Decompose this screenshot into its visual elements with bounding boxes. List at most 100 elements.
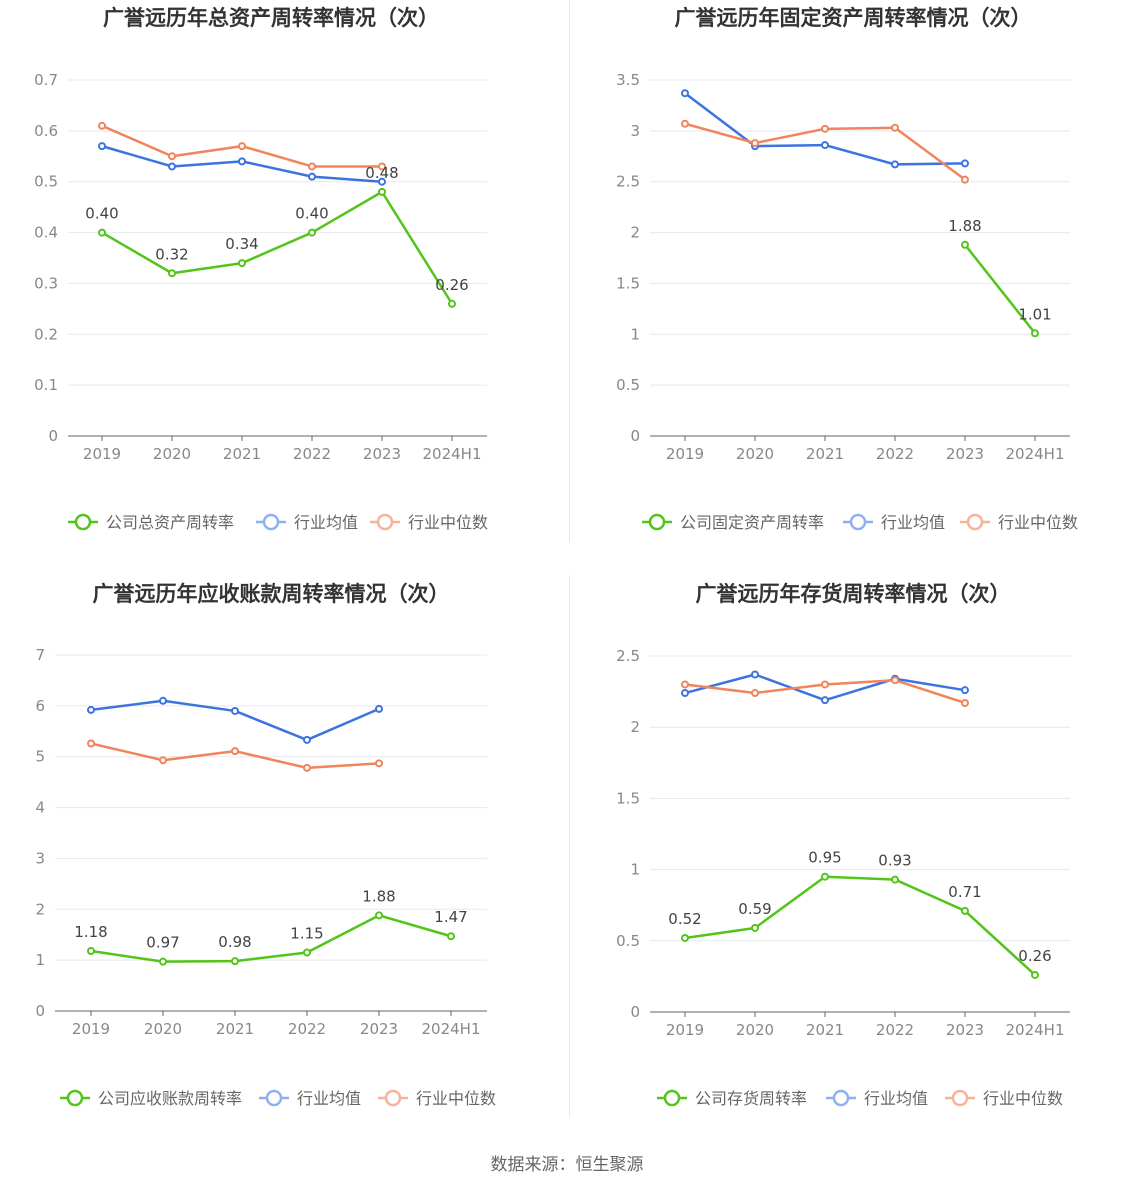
y-tick-label: 1.5 bbox=[616, 274, 640, 292]
data-point-industry-average bbox=[961, 159, 969, 168]
y-tick-label: 7 bbox=[35, 646, 45, 664]
data-point-company bbox=[891, 875, 899, 884]
data-label: 0.59 bbox=[738, 900, 771, 918]
data-point-company bbox=[308, 228, 316, 237]
data-label: 0.26 bbox=[1018, 947, 1051, 965]
y-tick-label: 0 bbox=[35, 1002, 45, 1020]
data-point-industry-average bbox=[168, 162, 176, 171]
chart-total-asset-turnover: 广誉远历年总资产周转率情况（次） 0 0.1 0.2 0.3 0.4 0.5 0.6 0.7 20… bbox=[0, 0, 567, 576]
y-tick-label: 2 bbox=[630, 718, 640, 736]
data-label: 0.98 bbox=[218, 933, 251, 951]
chart-title: 广誉远历年存货周转率情况（次） bbox=[696, 582, 1011, 606]
data-label: 1.88 bbox=[948, 217, 981, 235]
series-line-industry-average bbox=[90, 699, 380, 742]
data-point-company bbox=[1031, 329, 1039, 338]
data-point-industry-median bbox=[308, 162, 316, 171]
data-source: 数据来源：恒生聚源 bbox=[490, 1155, 644, 1175]
legend-company-label: 公司应收账款周转率 bbox=[98, 1089, 242, 1108]
y-tick-label: 0 bbox=[630, 427, 640, 445]
data-point-industry-average bbox=[308, 172, 316, 181]
data-point-industry-median bbox=[961, 698, 969, 707]
data-label: 0.40 bbox=[85, 205, 118, 223]
x-tick-label: 2019 bbox=[666, 1021, 704, 1039]
series-line-company bbox=[964, 244, 1036, 335]
y-tick-label: 3 bbox=[630, 122, 640, 140]
y-tick-label: 1 bbox=[630, 325, 640, 343]
x-tick-label: 2022 bbox=[288, 1020, 326, 1038]
legend-company-label: 公司总资产周转率 bbox=[106, 513, 234, 532]
data-label: 0.93 bbox=[878, 852, 911, 870]
data-point-industry-average bbox=[681, 89, 689, 98]
data-point-company bbox=[961, 240, 969, 249]
data-point-company bbox=[303, 948, 311, 957]
x-tick-label: 2020 bbox=[153, 445, 191, 463]
data-label: 0.26 bbox=[435, 276, 468, 294]
legend-company-marker bbox=[648, 513, 666, 531]
chart-title: 广誉远历年应收账款周转率情况（次） bbox=[93, 582, 450, 606]
data-label: 1.88 bbox=[362, 887, 395, 905]
y-tick-label: 0.7 bbox=[34, 71, 58, 89]
legend-industry-average-marker bbox=[265, 1089, 283, 1107]
data-point-industry-median bbox=[238, 142, 246, 151]
data-point-company bbox=[159, 957, 167, 966]
legend-industry-median-marker bbox=[951, 1089, 969, 1107]
y-tick-label: 2 bbox=[630, 224, 640, 242]
x-tick-label: 2022 bbox=[293, 445, 331, 463]
legend-company-marker bbox=[663, 1089, 681, 1107]
data-label: 0.34 bbox=[225, 235, 258, 253]
data-point-industry-average bbox=[303, 735, 311, 744]
legend-industry-average-label: 行业均值 bbox=[294, 513, 358, 532]
data-label: 0.40 bbox=[295, 205, 328, 223]
data-point-industry-average bbox=[375, 704, 383, 713]
data-point-company bbox=[821, 872, 829, 881]
chart-title: 广誉远历年固定资产周转率情况（次） bbox=[675, 6, 1032, 30]
data-label: 0.48 bbox=[365, 164, 398, 182]
y-tick-label: 5 bbox=[35, 748, 45, 766]
data-point-company bbox=[1031, 970, 1039, 979]
x-tick-label: 2021 bbox=[216, 1020, 254, 1038]
y-tick-label: 3.5 bbox=[616, 71, 640, 89]
legend-company-marker bbox=[74, 513, 92, 531]
data-point-industry-median bbox=[375, 759, 383, 768]
x-tick-label: 2020 bbox=[736, 445, 774, 463]
y-tick-label: 0.3 bbox=[34, 274, 58, 292]
data-point-industry-median bbox=[303, 763, 311, 772]
chart-receivables-turnover: 广誉远历年应收账款周转率情况（次） 0 1 2 3 4 5 6 7 2019 2020 2021 202… bbox=[0, 576, 567, 1152]
legend-industry-median-label: 行业中位数 bbox=[416, 1089, 496, 1108]
data-label: 0.32 bbox=[155, 245, 188, 263]
data-point-industry-median bbox=[751, 689, 759, 698]
data-point-industry-average bbox=[751, 670, 759, 679]
y-tick-label: 0 bbox=[630, 1003, 640, 1021]
x-tick-label: 2024H1 bbox=[422, 1020, 481, 1038]
data-point-industry-average bbox=[821, 696, 829, 705]
y-tick-label: 0.5 bbox=[34, 173, 58, 191]
data-point-industry-median bbox=[378, 162, 386, 171]
data-label: 0.71 bbox=[948, 883, 981, 901]
y-tick-label: 2.5 bbox=[616, 173, 640, 191]
y-tick-label: 0.1 bbox=[34, 376, 58, 394]
data-point-industry-average bbox=[821, 141, 829, 150]
y-tick-label: 1.5 bbox=[616, 789, 640, 807]
data-point-industry-average bbox=[961, 686, 969, 695]
data-point-company bbox=[448, 299, 456, 308]
data-point-industry-average bbox=[681, 689, 689, 698]
x-tick-label: 2023 bbox=[946, 445, 984, 463]
data-point-industry-median bbox=[891, 123, 899, 132]
legend-company-label: 公司固定资产周转率 bbox=[680, 513, 824, 532]
data-point-industry-median bbox=[87, 739, 95, 748]
data-point-company bbox=[447, 932, 455, 941]
data-point-industry-median bbox=[821, 680, 829, 689]
chart-title: 广誉远历年总资产周转率情况（次） bbox=[103, 6, 439, 30]
data-point-industry-average bbox=[159, 696, 167, 705]
x-tick-label: 2019 bbox=[666, 445, 704, 463]
legend-company-label: 公司存货周转率 bbox=[695, 1089, 807, 1108]
x-tick-label: 2024H1 bbox=[423, 445, 482, 463]
data-label: 0.95 bbox=[808, 849, 841, 867]
data-point-industry-median bbox=[891, 676, 899, 685]
data-point-industry-median bbox=[159, 756, 167, 765]
x-tick-label: 2021 bbox=[223, 445, 261, 463]
y-tick-label: 1 bbox=[35, 951, 45, 969]
data-point-company bbox=[375, 911, 383, 920]
legend-industry-median-label: 行业中位数 bbox=[408, 513, 488, 532]
y-tick-label: 1 bbox=[630, 861, 640, 879]
